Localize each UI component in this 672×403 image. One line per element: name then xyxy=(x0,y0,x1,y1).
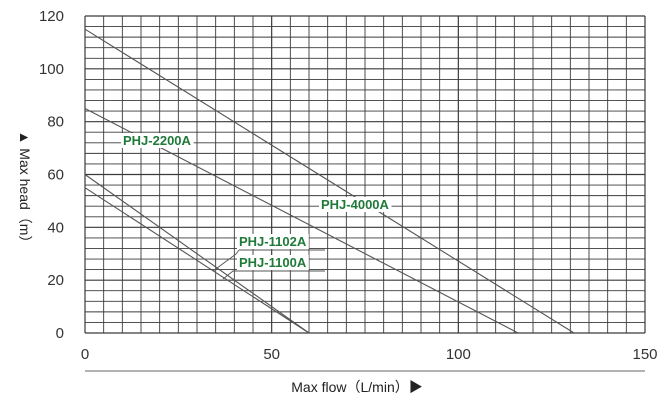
x-tick-label: 150 xyxy=(632,346,657,363)
y-tick-label: 80 xyxy=(47,114,64,131)
y-tick-label: 60 xyxy=(47,167,64,184)
series-label-background xyxy=(319,197,392,212)
series-label-background xyxy=(237,255,309,270)
y-tick-label: 40 xyxy=(47,219,64,236)
y-tick-label: 0 xyxy=(56,325,64,342)
series-label: PHJ-2200A xyxy=(123,133,192,148)
label-leader-line xyxy=(212,249,240,272)
label-leader-line xyxy=(222,270,239,280)
series-label-background xyxy=(237,234,309,249)
y-axis-title: ▲ Max head（m） xyxy=(17,131,33,250)
x-tick-label: 100 xyxy=(446,346,471,363)
x-tick-label: 50 xyxy=(263,346,280,363)
tick-labels: 0 50 100 150 0 20 40 60 80 100 120 xyxy=(39,8,658,363)
y-tick-label: 120 xyxy=(39,8,64,25)
series-label: PHJ-1100A xyxy=(239,255,307,270)
grid xyxy=(84,15,646,334)
series-line xyxy=(84,187,310,334)
y-tick-label: 20 xyxy=(47,272,64,289)
series-line xyxy=(84,174,310,334)
series-label-background xyxy=(121,133,194,148)
x-tick-label: 0 xyxy=(81,346,89,363)
series-label: PHJ-4000A xyxy=(321,197,390,212)
series-label: PHJ-1102A xyxy=(239,234,307,249)
series-line xyxy=(84,28,575,334)
series-labels: PHJ-4000A PHJ-2200A PHJ-1102A PHJ-1100A xyxy=(121,133,392,280)
x-axis-title: Max flow（L/min）▶ xyxy=(291,379,422,395)
y-tick-label: 100 xyxy=(39,61,64,78)
